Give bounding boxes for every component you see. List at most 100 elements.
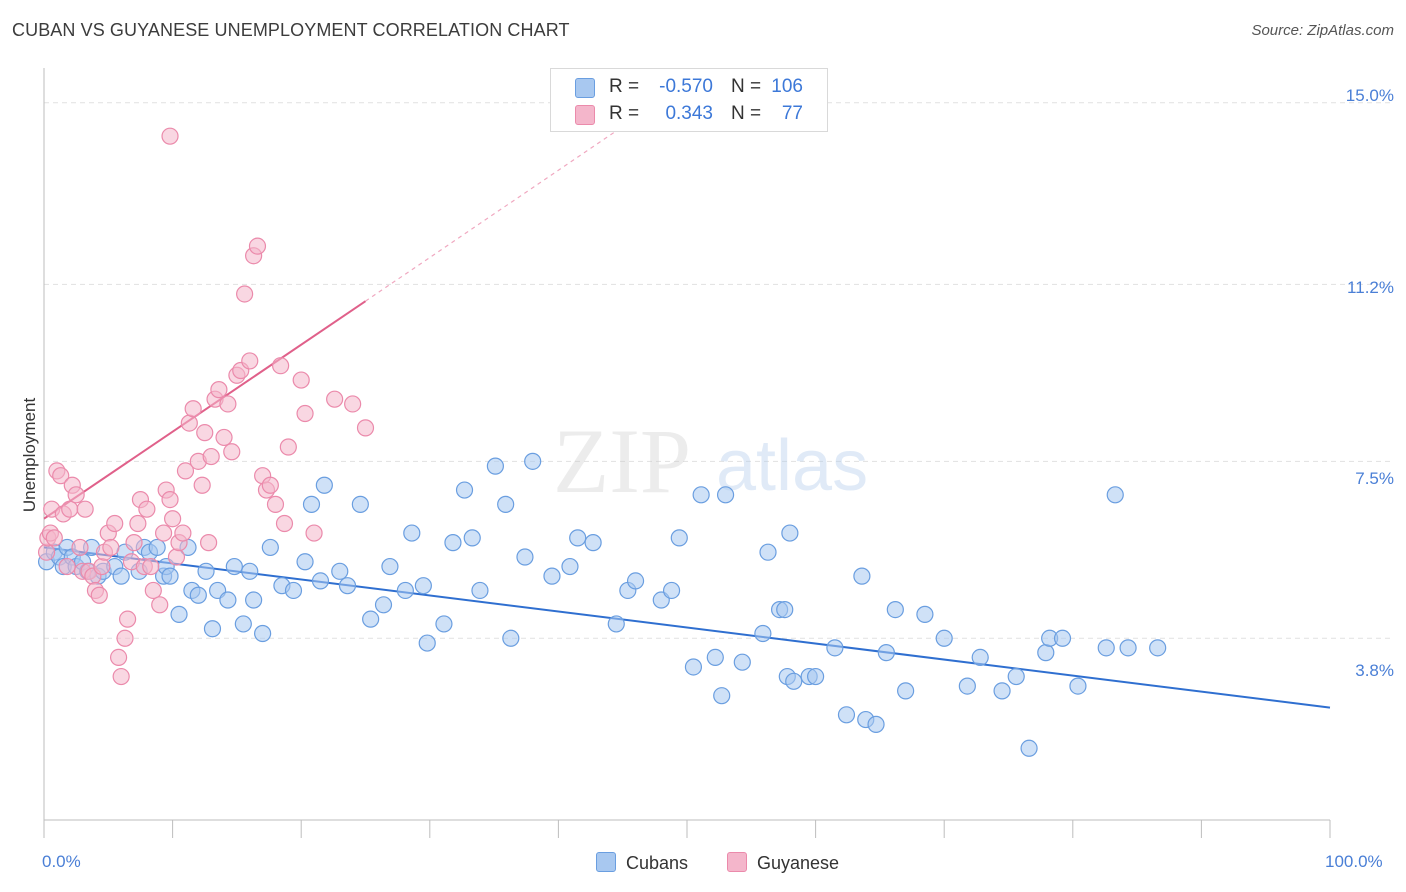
point-guyanese bbox=[210, 381, 228, 399]
point-cubans bbox=[362, 610, 380, 628]
point-guyanese bbox=[61, 500, 79, 518]
point-cubans bbox=[374, 596, 393, 614]
point-cubans bbox=[315, 476, 333, 494]
y-tick-label: 11.2% bbox=[1347, 278, 1394, 297]
point-guyanese bbox=[58, 557, 76, 576]
point-cubans bbox=[716, 486, 735, 504]
point-cubans bbox=[296, 553, 314, 571]
point-cubans bbox=[897, 682, 915, 700]
point-cubans bbox=[471, 581, 489, 600]
y-axis-label: Unemployment bbox=[20, 397, 39, 513]
trend-line-guyanese bbox=[43, 300, 367, 520]
point-guyanese bbox=[241, 352, 259, 370]
point-cubans bbox=[524, 452, 542, 470]
point-guyanese bbox=[305, 524, 323, 542]
y-tick-label: 15.0% bbox=[1345, 86, 1394, 105]
point-guyanese bbox=[275, 514, 294, 533]
point-cubans bbox=[1106, 486, 1124, 504]
point-guyanese bbox=[93, 557, 111, 576]
point-cubans bbox=[971, 648, 989, 667]
point-guyanese bbox=[142, 557, 160, 576]
point-guyanese bbox=[76, 500, 94, 518]
point-cubans bbox=[569, 529, 587, 547]
point-guyanese bbox=[37, 543, 56, 561]
point-cubans bbox=[311, 572, 330, 590]
point-cubans bbox=[435, 615, 453, 633]
point-cubans bbox=[1037, 644, 1055, 662]
point-cubans bbox=[254, 624, 272, 643]
point-cubans bbox=[241, 562, 259, 580]
point-cubans bbox=[234, 615, 252, 633]
bottom-legend-label-cubans: Cubans bbox=[626, 853, 689, 873]
point-guyanese bbox=[144, 581, 162, 600]
point-guyanese bbox=[296, 404, 314, 423]
legend-n-value: 106 bbox=[771, 76, 803, 97]
point-cubans bbox=[886, 600, 904, 619]
point-guyanese bbox=[90, 586, 108, 604]
point-cubans bbox=[396, 581, 414, 600]
point-cubans bbox=[867, 715, 885, 733]
point-cubans bbox=[837, 706, 856, 724]
point-guyanese bbox=[261, 476, 279, 494]
point-guyanese bbox=[71, 538, 89, 557]
point-cubans bbox=[776, 600, 794, 619]
point-cubans bbox=[463, 529, 481, 547]
series-guyanese bbox=[37, 127, 375, 686]
point-guyanese bbox=[248, 237, 267, 255]
point-cubans bbox=[331, 562, 349, 580]
point-cubans bbox=[1007, 667, 1025, 686]
legend-swatch-cubans bbox=[575, 78, 595, 98]
point-cubans bbox=[916, 605, 934, 623]
point-cubans bbox=[670, 529, 688, 547]
point-guyanese bbox=[164, 510, 182, 528]
point-guyanese bbox=[279, 438, 297, 456]
legend-r-label: R = bbox=[609, 76, 640, 97]
point-cubans bbox=[684, 658, 703, 676]
point-cubans bbox=[626, 572, 645, 590]
point-guyanese bbox=[202, 447, 220, 466]
legend: R = -0.570 N = 106 R = 0.343 N = 77 bbox=[550, 68, 828, 132]
legend-n-value: 77 bbox=[781, 103, 803, 124]
point-cubans bbox=[219, 591, 237, 609]
bottom-legend-swatch-cubans bbox=[596, 852, 616, 872]
point-cubans bbox=[444, 534, 462, 552]
point-cubans bbox=[203, 620, 222, 638]
point-cubans bbox=[170, 605, 188, 623]
legend-row-cubans: R = -0.570 N = 106 bbox=[551, 73, 827, 101]
point-cubans bbox=[877, 644, 895, 662]
point-cubans bbox=[759, 543, 777, 561]
point-guyanese bbox=[151, 596, 169, 614]
point-cubans bbox=[993, 682, 1011, 700]
point-cubans bbox=[403, 524, 421, 542]
point-cubans bbox=[584, 534, 602, 552]
point-guyanese bbox=[356, 419, 375, 437]
point-cubans bbox=[338, 577, 357, 595]
point-guyanese bbox=[215, 428, 233, 447]
watermark-atlas: atlas bbox=[716, 426, 868, 506]
point-cubans bbox=[197, 562, 215, 580]
trend-lines bbox=[43, 126, 1331, 709]
y-tick-label: 7.5% bbox=[1355, 469, 1394, 488]
point-cubans bbox=[284, 581, 303, 600]
point-cubans bbox=[785, 672, 803, 690]
point-guyanese bbox=[118, 610, 137, 628]
bottom-legend-cubans: Cubans bbox=[596, 852, 688, 874]
point-cubans bbox=[692, 486, 710, 504]
point-guyanese bbox=[344, 395, 362, 413]
point-guyanese bbox=[106, 514, 124, 533]
chart-title: CUBAN VS GUYANESE UNEMPLOYMENT CORRELATI… bbox=[12, 20, 570, 40]
bottom-legend-label-guyanese: Guyanese bbox=[757, 853, 840, 873]
point-cubans bbox=[148, 538, 166, 557]
point-guyanese bbox=[326, 390, 344, 408]
point-guyanese bbox=[184, 400, 202, 418]
point-cubans bbox=[754, 624, 772, 643]
point-cubans bbox=[161, 567, 179, 585]
point-cubans bbox=[806, 667, 825, 686]
point-guyanese bbox=[193, 476, 211, 494]
point-guyanese bbox=[174, 524, 192, 542]
point-cubans bbox=[245, 591, 263, 609]
point-cubans bbox=[713, 687, 731, 705]
point-cubans bbox=[781, 524, 799, 542]
point-guyanese bbox=[125, 534, 143, 552]
point-guyanese bbox=[272, 357, 290, 375]
